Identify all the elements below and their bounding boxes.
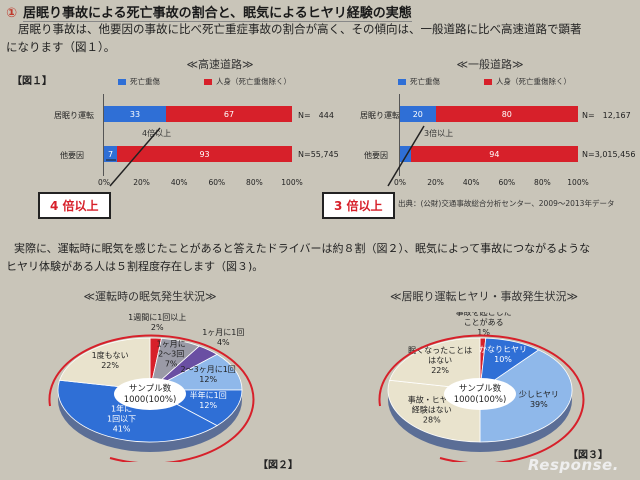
page-title: ① 居眠り事故による死亡事故の割合と、眠気によるヒヤリ経験の実態: [6, 2, 412, 22]
x-tick-label: 100%: [567, 178, 589, 187]
legend-swatch-blue-2: [398, 78, 406, 85]
pie1-title: ≪運転時の眠気発生状況≫: [83, 290, 217, 303]
chart1-callout: 4 倍以上: [38, 192, 111, 219]
x-tick-label: 80%: [246, 178, 263, 187]
chart1-yaxis: [103, 94, 104, 176]
x-tick-label: 0%: [394, 178, 406, 187]
pie-slice-label: 半年に1回 12%: [190, 390, 227, 410]
x-tick-label: 40%: [170, 178, 188, 187]
chart1-n-1: N=55,745: [298, 150, 339, 159]
pie-slice: [479, 349, 573, 443]
pie-center-label: 1000(100%): [454, 395, 507, 405]
bar-segment-death: 20: [400, 106, 436, 122]
pie-slice-label: 1ヶ月に1回 4%: [202, 328, 244, 347]
bar-segment-death: 33: [104, 106, 167, 122]
legend-swatch-blue: [118, 78, 126, 85]
pie-center: [114, 378, 186, 410]
para2-line2: ヒヤリ体験がある人は５割程度存在します（図３)。: [6, 260, 264, 273]
fig3-label: 【図３】: [568, 450, 608, 461]
chart2-yaxis: [399, 94, 400, 176]
pie-slice-label: 事故を起こしたことがある 1%: [456, 312, 512, 337]
chart2-legend: 死亡重傷 人身（死亡重傷除く）: [398, 76, 571, 87]
bar-segment-injury: 94: [410, 146, 578, 162]
pie-slice-label: 眠くなったことははない 22%: [408, 346, 472, 375]
pie-slice-label: 少しヒヤリ 39%: [519, 390, 559, 409]
pie-slice-label: かなりヒヤリ 10%: [479, 345, 527, 364]
chart1-row-0: 33 67: [104, 106, 292, 122]
title-text: 居眠り事故による死亡事故の割合と、眠気によるヒヤリ経験の実態: [23, 6, 412, 22]
bar-segment-injury: 67: [166, 106, 292, 122]
x-tick-label: 20%: [133, 178, 150, 187]
bar-segment-injury: 80: [435, 106, 578, 122]
para2-line1: 実際に、運転時に眠気を感じたことがあると答えたドライバーは約８割（図２）、眠気に…: [14, 242, 591, 255]
x-tick-label: 100%: [281, 178, 303, 187]
legend-swatch-red: [204, 78, 212, 85]
chart1-xaxis: 0% 20% 40% 60% 80% 100%: [98, 178, 303, 188]
x-tick-label: 60%: [208, 178, 226, 187]
title-number: ①: [6, 6, 18, 21]
chart2-xaxis: 0% 20% 40% 60% 80% 100%: [394, 178, 589, 188]
chart2-title: ≪一般道路≫: [456, 58, 524, 71]
x-tick-label: 20%: [427, 178, 444, 187]
chart2-annotation: 3倍以上: [424, 129, 454, 138]
fig2-label: 【図２】: [258, 460, 298, 471]
pie-highlight-arc: [378, 334, 585, 462]
watermark-logo: Response.: [528, 456, 619, 474]
pie-slice-label: 1週間に1回以上 2%: [128, 313, 186, 332]
legend-injury-label-2: 人身（死亡重傷除く）: [496, 77, 571, 86]
pie-slice: [57, 379, 218, 443]
pie-center-label: サンプル数: [459, 383, 502, 394]
chart1-legend: 死亡重傷 人身（死亡重傷除く）: [118, 76, 291, 87]
intro-line2: になります（図１）。: [6, 40, 116, 54]
pie-slice: [59, 337, 151, 391]
chart2-plot: 居眠り運転 他要因 20 80 94: [360, 86, 578, 176]
pie-center-label: 1000(100%): [124, 395, 177, 405]
intro-line1: 居眠り事故は、他要因の事故に比べ死亡重症事故の割合が高く、その傾向は、一般道路に…: [18, 22, 582, 36]
legend-death-label-2: 死亡重傷: [410, 77, 440, 86]
chart1-annotation: 4倍以上: [142, 129, 172, 138]
chart1-cat-1: 他要因: [60, 151, 84, 160]
pie2-chart: 事故を起こしたことがある 1% かなりヒヤリ 10% 少しヒヤリ 39% 事故・ヒヤリ経験は…: [378, 312, 585, 462]
bar-segment-death: [400, 146, 411, 162]
x-tick-label: 60%: [498, 178, 516, 187]
pie-center: [444, 378, 516, 410]
chart2-cat-0: 居眠り運転: [360, 111, 400, 120]
chart1-n-0: N= 444: [298, 111, 334, 120]
chart1-title: ≪高速道路≫: [186, 58, 254, 71]
pie-slice-label: 事故・ヒヤリ経験はない 28%: [408, 395, 456, 425]
chart2-row-0: 20 80: [400, 106, 578, 122]
chart1-arrow: [106, 127, 161, 187]
chart2-row-1: 94: [400, 146, 578, 162]
chart1-plot: 居眠り運転 他要因 33 67 7 93: [54, 86, 292, 176]
chart2-callout: 3 倍以上: [322, 192, 395, 219]
x-tick-label: 80%: [534, 178, 551, 187]
source-note: 出典：(公財)交通事故総合分析センター、2009～2013年データ: [398, 199, 615, 208]
chart1-cat-0: 居眠り運転: [54, 111, 94, 120]
chart1-row-1: 7 93: [104, 146, 292, 162]
pie-highlight-arc: [48, 334, 255, 462]
bar-segment-death: 7: [104, 146, 118, 162]
chart2-n-1: N=3,015,456: [582, 150, 636, 159]
fig1-label: 【図１】: [12, 76, 52, 87]
pie-center-label: サンプル数: [129, 383, 172, 394]
chart2-n-0: N= 12,167: [582, 111, 631, 120]
pie-slice-label: 1年に 1回以下 41%: [107, 404, 136, 434]
pie1-chart: 1週間に1回以上 2% 1ヶ月に 2～3回 7% 1ヶ月に1回 4% 2～3ヶ月に1回 12% 半…: [48, 313, 255, 462]
chart2-arrow: [387, 125, 425, 187]
pie-slice-label: 1ヶ月に 2～3回 7%: [157, 340, 186, 369]
pie-slice-label: 2～3ヶ月に1回 12%: [181, 365, 236, 384]
bar-segment-injury: 93: [117, 146, 292, 162]
x-tick-label: 0%: [98, 178, 110, 187]
legend-swatch-red-2: [484, 78, 492, 85]
chart2-cat-1: 他要因: [364, 151, 388, 160]
legend-injury-label: 人身（死亡重傷除く）: [216, 77, 291, 86]
pie-slice: [149, 353, 243, 391]
x-tick-label: 40%: [462, 178, 480, 187]
pie2-title: ≪居眠り運転ヒヤリ・事故発生状況≫: [390, 290, 579, 303]
legend-death-label: 死亡重傷: [130, 77, 160, 86]
pie-slice: [389, 337, 481, 391]
pie-slice-label: 1度もない 22%: [92, 350, 129, 370]
